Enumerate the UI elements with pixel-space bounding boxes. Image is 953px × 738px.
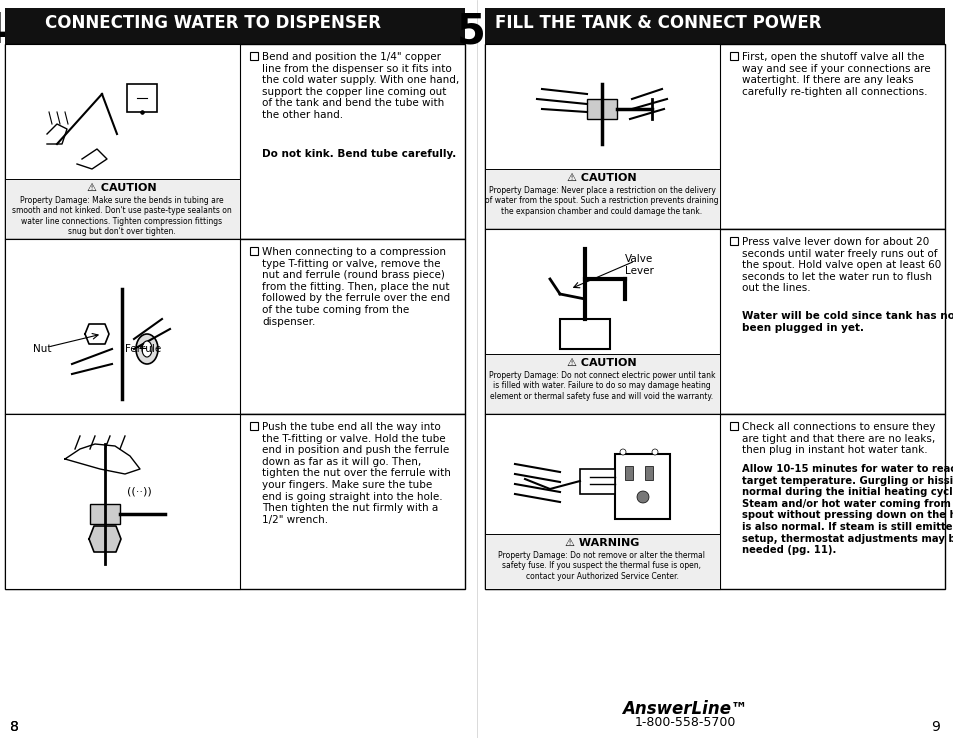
Text: ⚠ CAUTION: ⚠ CAUTION bbox=[567, 173, 637, 183]
Polygon shape bbox=[77, 149, 107, 169]
Bar bbox=[5, 414, 464, 589]
Text: C: C bbox=[9, 416, 20, 431]
Bar bbox=[579, 469, 615, 494]
Text: Ferrule: Ferrule bbox=[125, 344, 161, 354]
Bar bbox=[484, 229, 720, 414]
Text: ⚠ CAUTION: ⚠ CAUTION bbox=[567, 358, 637, 368]
Bar bbox=[5, 44, 240, 239]
Text: Bend and position the 1/4" copper
line from the dispenser so it fits into
the co: Bend and position the 1/4" copper line f… bbox=[262, 52, 458, 120]
Text: Valve
Lever: Valve Lever bbox=[624, 254, 653, 275]
Bar bbox=[484, 414, 944, 589]
Text: Check all connections to ensure they
are tight and that there are no leaks,
then: Check all connections to ensure they are… bbox=[741, 422, 934, 455]
Bar bbox=[484, 44, 506, 66]
Text: Property Damage: Do not remove or alter the thermal
safety fuse. If you suspect : Property Damage: Do not remove or alter … bbox=[498, 551, 705, 581]
Text: When connecting to a compression
type T-fitting or valve, remove the
nut and fer: When connecting to a compression type T-… bbox=[262, 247, 450, 327]
Polygon shape bbox=[89, 526, 121, 552]
Bar bbox=[5, 239, 464, 414]
Bar bbox=[5, 414, 27, 436]
Circle shape bbox=[637, 491, 648, 503]
Polygon shape bbox=[65, 444, 140, 474]
Bar bbox=[5, 44, 27, 66]
Bar bbox=[127, 84, 157, 112]
Text: 9: 9 bbox=[930, 720, 939, 734]
Text: Water will be cold since tank has not
been plugged in yet.: Water will be cold since tank has not be… bbox=[741, 311, 953, 333]
Text: Press valve lever down for about 20
seconds until water freely runs out of
the s: Press valve lever down for about 20 seco… bbox=[741, 237, 941, 294]
Bar bbox=[484, 534, 720, 589]
Bar bbox=[586, 99, 617, 119]
Bar bbox=[250, 422, 257, 430]
Bar bbox=[250, 52, 257, 60]
Ellipse shape bbox=[142, 341, 152, 357]
Bar bbox=[484, 44, 720, 229]
Circle shape bbox=[619, 449, 625, 455]
Bar bbox=[250, 247, 257, 255]
Bar bbox=[5, 239, 240, 414]
Text: FILL THE TANK & CONNECT POWER: FILL THE TANK & CONNECT POWER bbox=[495, 14, 821, 32]
Bar bbox=[615, 454, 669, 519]
Text: B: B bbox=[489, 231, 500, 246]
Ellipse shape bbox=[136, 334, 158, 364]
Bar bbox=[5, 414, 240, 589]
Polygon shape bbox=[47, 124, 67, 144]
Text: ((··)): ((··)) bbox=[127, 486, 152, 496]
Text: CONNECTING WATER TO DISPENSER: CONNECTING WATER TO DISPENSER bbox=[45, 14, 380, 32]
Bar bbox=[729, 422, 738, 430]
Text: A: A bbox=[9, 46, 21, 61]
Bar bbox=[484, 229, 506, 251]
Bar bbox=[559, 319, 609, 349]
Text: Property Damage: Make sure the bends in tubing are
smooth and not kinked. Don't : Property Damage: Make sure the bends in … bbox=[12, 196, 232, 236]
Text: Property Damage: Do not connect electric power until tank
is filled with water. : Property Damage: Do not connect electric… bbox=[488, 371, 715, 401]
Text: 5: 5 bbox=[456, 10, 485, 52]
Bar bbox=[644, 466, 652, 480]
Text: Property Damage: Never place a restriction on the delivery
of water from the spo: Property Damage: Never place a restricti… bbox=[485, 186, 718, 215]
Text: 4: 4 bbox=[0, 10, 6, 52]
Text: Do not kink. Bend tube carefully.: Do not kink. Bend tube carefully. bbox=[262, 149, 456, 159]
Text: C: C bbox=[489, 416, 499, 431]
Circle shape bbox=[651, 449, 658, 455]
Text: Nut: Nut bbox=[33, 344, 51, 354]
Bar bbox=[484, 8, 944, 44]
Bar bbox=[5, 44, 464, 239]
Bar bbox=[484, 414, 506, 436]
Text: Push the tube end all the way into
the T-fitting or valve. Hold the tube
end in : Push the tube end all the way into the T… bbox=[262, 422, 451, 525]
Polygon shape bbox=[85, 324, 109, 344]
Text: ⚠ WARNING: ⚠ WARNING bbox=[564, 538, 639, 548]
Bar bbox=[729, 237, 738, 245]
Bar bbox=[484, 414, 720, 589]
Text: First, open the shutoff valve all the
way and see if your connections are
watert: First, open the shutoff valve all the wa… bbox=[741, 52, 929, 97]
Bar bbox=[484, 229, 944, 414]
Bar bbox=[729, 52, 738, 60]
Bar bbox=[5, 179, 240, 239]
Bar bbox=[5, 239, 27, 261]
Bar bbox=[484, 354, 720, 414]
Text: B: B bbox=[9, 241, 21, 256]
Bar bbox=[5, 8, 464, 44]
Bar bbox=[484, 44, 944, 229]
Text: 8: 8 bbox=[10, 720, 19, 734]
Text: 8: 8 bbox=[10, 720, 19, 734]
Bar bbox=[624, 466, 633, 480]
Text: A: A bbox=[489, 46, 500, 61]
Text: 1-800-558-5700: 1-800-558-5700 bbox=[634, 716, 735, 729]
Text: ⚠ CAUTION: ⚠ CAUTION bbox=[87, 183, 156, 193]
Bar bbox=[484, 169, 720, 229]
Text: Allow 10-15 minutes for water to reach
target temperature. Gurgling or hissing i: Allow 10-15 minutes for water to reach t… bbox=[741, 464, 953, 555]
Bar bbox=[90, 504, 120, 524]
Text: AnswerLine™: AnswerLine™ bbox=[621, 700, 747, 718]
